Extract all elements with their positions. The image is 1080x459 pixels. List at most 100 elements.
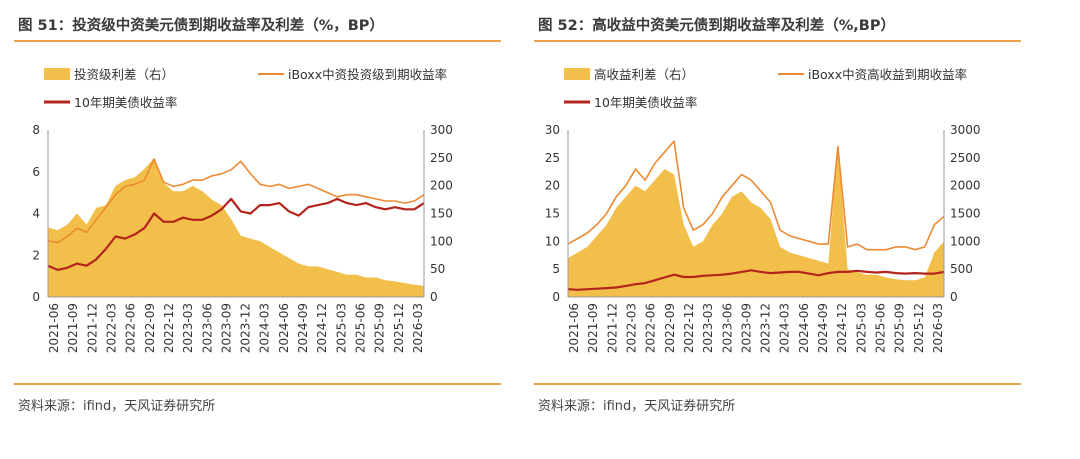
legend-item: 10年期美债收益率 (564, 95, 697, 110)
x-tick: 2022-12 (682, 303, 696, 353)
x-tick: 2023-09 (219, 303, 233, 353)
y-tick-left: 8 (32, 123, 40, 137)
x-tick: 2025-03 (334, 303, 348, 353)
title-rule (534, 40, 1021, 42)
legend-label: 10年期美债收益率 (594, 95, 697, 110)
x-tick: 2021-09 (586, 303, 600, 353)
x-tick: 2025-09 (373, 303, 387, 353)
y-tick-right: 300 (430, 123, 453, 137)
y-tick-left: 25 (545, 151, 560, 165)
x-tick: 2022-06 (124, 303, 138, 353)
x-tick: 2022-12 (162, 303, 176, 353)
y-tick-right: 1500 (950, 207, 981, 221)
y-tick-right: 50 (430, 262, 445, 276)
x-tick: 2024-12 (315, 303, 329, 353)
ust-yield-line (567, 269, 945, 291)
x-tick: 2021-12 (605, 303, 619, 353)
legend-label: 投资级利差（右） (74, 67, 174, 82)
x-tick: 2023-03 (181, 303, 195, 353)
x-tick: 2024-09 (296, 303, 310, 353)
x-tick: 2022-03 (624, 303, 638, 353)
legend-item: iBoxx中资投资级到期收益率 (258, 67, 447, 82)
chart-panel-51: 图 51：投资级中资美元债到期收益率及利差（%，BP） 投资级利差（右） iBox… (14, 0, 529, 459)
y-tick-right: 0 (950, 290, 958, 304)
x-tick: 2024-03 (778, 303, 792, 353)
y-tick-right: 250 (430, 151, 453, 165)
legend-item: 投资级利差（右） (44, 67, 174, 82)
x-tick: 2023-06 (720, 303, 734, 353)
x-tick: 2025-06 (354, 303, 368, 353)
y-tick-right: 200 (430, 179, 453, 193)
chart-panel-52: 图 52：高收益中资美元债到期收益率及利差（%,BP） 高收益利差（右） iBox… (534, 0, 1049, 459)
source-rule (14, 383, 501, 385)
x-tick: 2026-03 (931, 303, 945, 353)
x-tick: 2025-09 (893, 303, 907, 353)
spread-area (568, 146, 944, 297)
x-tick: 2025-03 (854, 303, 868, 353)
y-tick-left: 6 (32, 165, 40, 179)
x-tick: 2024-03 (258, 303, 272, 353)
legend-label: iBoxx中资高收益到期收益率 (808, 67, 967, 82)
x-tick: 2021-06 (567, 303, 581, 353)
ust-yield-line (47, 197, 425, 271)
y-tick-left: 30 (545, 123, 560, 137)
x-tick: 2025-12 (392, 303, 406, 353)
y-tick-right: 2000 (950, 179, 981, 193)
y-tick-left: 5 (552, 262, 560, 276)
legend-swatch (564, 68, 590, 80)
y-tick-right: 3000 (950, 123, 981, 137)
y-tick-left: 15 (545, 207, 560, 221)
x-tick: 2022-09 (143, 303, 157, 353)
chart-52: 高收益利差（右） iBoxx中资高收益到期收益率 10年期美债收益率 0 5 10 15 20… (545, 67, 981, 353)
y-tick-left: 20 (545, 179, 560, 193)
x-tick: 2023-03 (701, 303, 715, 353)
legend: 高收益利差（右） iBoxx中资高收益到期收益率 10年期美债收益率 (564, 67, 967, 110)
iboxx-yield-line (47, 158, 425, 244)
x-tick: 2021-12 (85, 303, 99, 353)
y-tick-left: 2 (32, 248, 40, 262)
title-rule (14, 40, 501, 42)
x-tick: 2026-03 (411, 303, 425, 353)
legend-item: iBoxx中资高收益到期收益率 (778, 67, 967, 82)
legend: 投资级利差（右） iBoxx中资投资级到期收益率 10年期美债收益率 (44, 67, 447, 110)
figure-title: 图 51：投资级中资美元债到期收益率及利差（%，BP） (18, 18, 384, 34)
y-tick-left: 4 (32, 207, 40, 221)
y-tick-right: 1000 (950, 234, 981, 248)
legend-label: 高收益利差（右） (594, 67, 694, 82)
source-note: 资料来源：ifind，天风证券研究所 (538, 399, 736, 414)
x-tick: 2022-06 (644, 303, 658, 353)
x-tick: 2021-06 (47, 303, 61, 353)
y-tick-right: 500 (950, 262, 973, 276)
source-rule (534, 383, 1021, 385)
x-tick: 2023-06 (200, 303, 214, 353)
spread-area (48, 157, 424, 297)
y-tick-left: 0 (552, 290, 560, 304)
x-tick: 2025-06 (874, 303, 888, 353)
y-tick-left: 10 (545, 234, 560, 248)
source-note: 资料来源：ifind，天风证券研究所 (18, 399, 216, 414)
x-tick: 2024-12 (835, 303, 849, 353)
x-tick: 2023-12 (239, 303, 253, 353)
y-tick-right: 100 (430, 234, 453, 248)
x-tick: 2022-03 (104, 303, 118, 353)
x-tick: 2022-09 (663, 303, 677, 353)
x-tick: 2025-12 (912, 303, 926, 353)
x-tick: 2023-12 (759, 303, 773, 353)
legend-item: 高收益利差（右） (564, 67, 694, 82)
y-tick-left: 0 (32, 290, 40, 304)
x-tick: 2021-09 (66, 303, 80, 353)
iboxx-yield-line (567, 140, 945, 251)
y-tick-right: 150 (430, 207, 453, 221)
legend-item: 10年期美债收益率 (44, 95, 177, 110)
x-tick: 2023-09 (739, 303, 753, 353)
y-tick-right: 2500 (950, 151, 981, 165)
x-tick: 2024-09 (816, 303, 830, 353)
y-tick-right: 0 (430, 290, 438, 304)
figure-title: 图 52：高收益中资美元债到期收益率及利差（%,BP） (538, 18, 895, 34)
legend-label: 10年期美债收益率 (74, 95, 177, 110)
chart-51: 投资级利差（右） iBoxx中资投资级到期收益率 10年期美债收益率 0 2 4 6 8 0 50… (32, 67, 453, 353)
legend-label: iBoxx中资投资级到期收益率 (288, 67, 447, 82)
legend-swatch (44, 68, 70, 80)
x-tick: 2024-06 (797, 303, 811, 353)
x-tick: 2024-06 (277, 303, 291, 353)
